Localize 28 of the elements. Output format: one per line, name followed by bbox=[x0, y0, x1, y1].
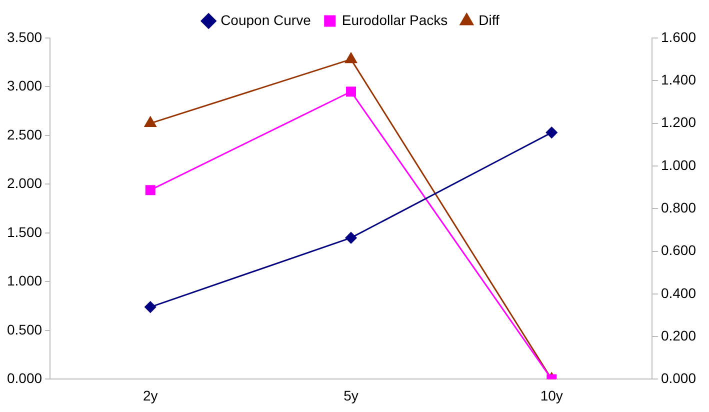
y-tick-label: 3.500 bbox=[6, 28, 42, 45]
y-tick-label: 2.000 bbox=[6, 175, 42, 192]
point bbox=[345, 232, 357, 244]
y-tick-label: 1.500 bbox=[6, 224, 42, 240]
point bbox=[546, 126, 558, 138]
y2-tick-label: 1.000 bbox=[660, 156, 696, 173]
y2-tick-label: 0.200 bbox=[660, 327, 696, 344]
y2-tick-label: 1.200 bbox=[660, 114, 696, 130]
y2-tick-label: 0.800 bbox=[660, 199, 696, 216]
y2-tick-label: 1.400 bbox=[660, 72, 696, 88]
legend-label: Coupon Curve bbox=[220, 12, 312, 28]
y-tick-label: 3.000 bbox=[6, 78, 42, 94]
point bbox=[145, 185, 156, 196]
point bbox=[346, 86, 356, 97]
y2-tick-label: 1.600 bbox=[660, 28, 696, 45]
y-tick-label: 0.500 bbox=[6, 321, 42, 338]
legend-label: Eurodollar Packs bbox=[342, 12, 448, 28]
y2-tick-label: 0.000 bbox=[660, 370, 696, 386]
x-tick-label: 5y bbox=[344, 387, 358, 404]
y-tick-label: 1.000 bbox=[6, 272, 42, 289]
y-tick-label: 0.000 bbox=[6, 370, 42, 386]
y-tick-label: 2.500 bbox=[6, 126, 42, 142]
point bbox=[144, 301, 156, 313]
y2-tick-label: 0.400 bbox=[660, 284, 696, 301]
x-tick-label: 2y bbox=[142, 387, 158, 404]
legend-label: Diff bbox=[478, 12, 500, 28]
x-tick-label: 10y bbox=[540, 387, 563, 404]
y2-tick-label: 0.600 bbox=[660, 242, 696, 258]
